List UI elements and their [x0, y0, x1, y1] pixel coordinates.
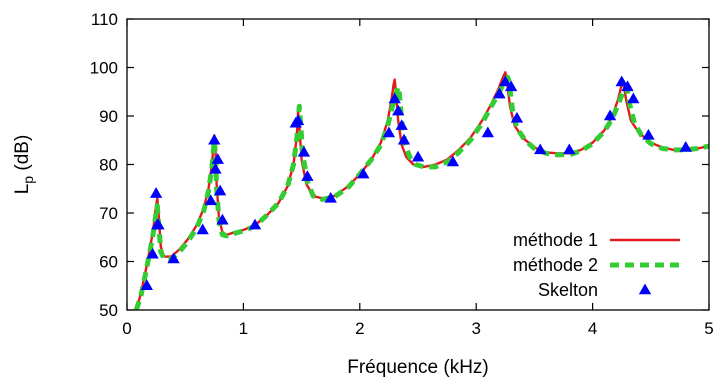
skelton-marker: [149, 187, 163, 198]
skelton-marker: [213, 184, 227, 196]
skelton-marker: [152, 218, 165, 230]
x-axis-ticks: 0 1 2 3 4 5: [122, 19, 714, 338]
skelton-marker: [493, 87, 506, 99]
skelton-marker: [563, 143, 576, 155]
skelton-marker: [627, 92, 640, 104]
y-axis-label-subscript: p: [20, 176, 36, 184]
skelton-marker: [324, 191, 337, 203]
skelton-marker: [499, 75, 512, 87]
skelton-marker: [388, 92, 401, 104]
skelton-marker: [208, 133, 221, 145]
skelton-marker: [603, 109, 617, 121]
skelton-marker: [615, 75, 628, 87]
skelton-marker: [411, 150, 425, 162]
skelton-marker: [211, 153, 224, 164]
skelton-marker: [679, 141, 692, 152]
skelton-marker: [382, 126, 396, 138]
skelton-marker: [216, 213, 229, 225]
y-axis-label: Lp (dB): [12, 135, 36, 195]
y-tick-label: 50: [99, 301, 118, 320]
skelton-marker: [621, 80, 634, 92]
y-axis-label-unit: (dB): [12, 135, 33, 176]
legend-label: Skelton: [538, 280, 598, 300]
y-axis-ticks: 50 60 70 80 90 100 110: [90, 10, 709, 320]
skelton-marker: [642, 128, 655, 140]
y-tick-label: 60: [99, 253, 118, 272]
skelton-marker: [291, 114, 305, 126]
skelton-marker: [297, 145, 311, 157]
skelton-marker: [301, 170, 314, 181]
x-tick-label: 2: [355, 319, 364, 338]
y-axis-label-main: L: [12, 184, 33, 195]
x-axis-label: Fréquence (kHz): [347, 357, 489, 378]
x-tick-label: 1: [239, 319, 248, 338]
x-tick-label: 4: [588, 319, 597, 338]
x-tick-label: 3: [471, 319, 480, 338]
skelton-marker: [395, 119, 408, 130]
y-tick-label: 110: [91, 10, 118, 29]
skelton-marker: [397, 133, 411, 145]
skelton-marker: [357, 167, 370, 179]
skelton-marker: [146, 247, 159, 259]
skelton-marker: [534, 143, 547, 155]
x-tick-label: 0: [122, 319, 131, 338]
legend-label: méthode 1: [513, 230, 598, 250]
plot-markers: [140, 75, 692, 290]
y-tick-label: 100: [90, 59, 118, 78]
skelton-marker: [446, 155, 460, 167]
skelton-marker: [504, 80, 518, 92]
legend-swatch-skelton: [638, 283, 652, 295]
skelton-marker: [167, 252, 180, 264]
skelton-marker: [481, 126, 495, 138]
legend: méthode 1 méthode 2 Skelton: [513, 230, 680, 300]
skelton-marker: [510, 111, 524, 123]
skelton-marker: [248, 218, 262, 230]
legend-label: méthode 2: [513, 255, 598, 275]
skelton-marker: [209, 162, 222, 174]
y-tick-label: 80: [99, 156, 118, 175]
skelton-marker: [204, 194, 217, 206]
y-tick-label: 70: [99, 204, 118, 223]
x-tick-label: 5: [704, 319, 713, 338]
skelton-marker: [392, 104, 405, 116]
y-tick-label: 90: [99, 107, 118, 126]
skelton-marker: [140, 279, 153, 290]
skelton-marker: [196, 223, 209, 235]
